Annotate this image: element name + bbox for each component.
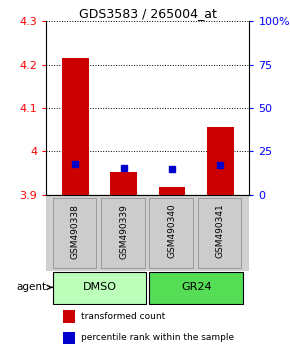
Bar [110,172,137,194]
Bar [62,58,89,194]
Text: GSM490341: GSM490341 [216,204,225,258]
FancyBboxPatch shape [198,198,241,268]
FancyBboxPatch shape [101,198,144,268]
FancyBboxPatch shape [149,198,193,268]
Bar [63,332,75,344]
FancyBboxPatch shape [53,273,146,304]
Text: GR24: GR24 [181,282,211,292]
FancyBboxPatch shape [149,273,243,304]
Bar [63,310,75,322]
Text: GSM490338: GSM490338 [71,204,80,258]
Text: GSM490339: GSM490339 [119,204,128,258]
Text: percentile rank within the sample: percentile rank within the sample [81,333,234,342]
Text: agent: agent [16,282,52,292]
Text: GSM490340: GSM490340 [168,204,177,258]
Title: GDS3583 / 265004_at: GDS3583 / 265004_at [79,7,217,20]
Bar [207,127,234,194]
FancyBboxPatch shape [53,198,96,268]
Text: DMSO: DMSO [83,282,117,292]
Bar [159,187,185,194]
Text: transformed count: transformed count [81,312,165,321]
